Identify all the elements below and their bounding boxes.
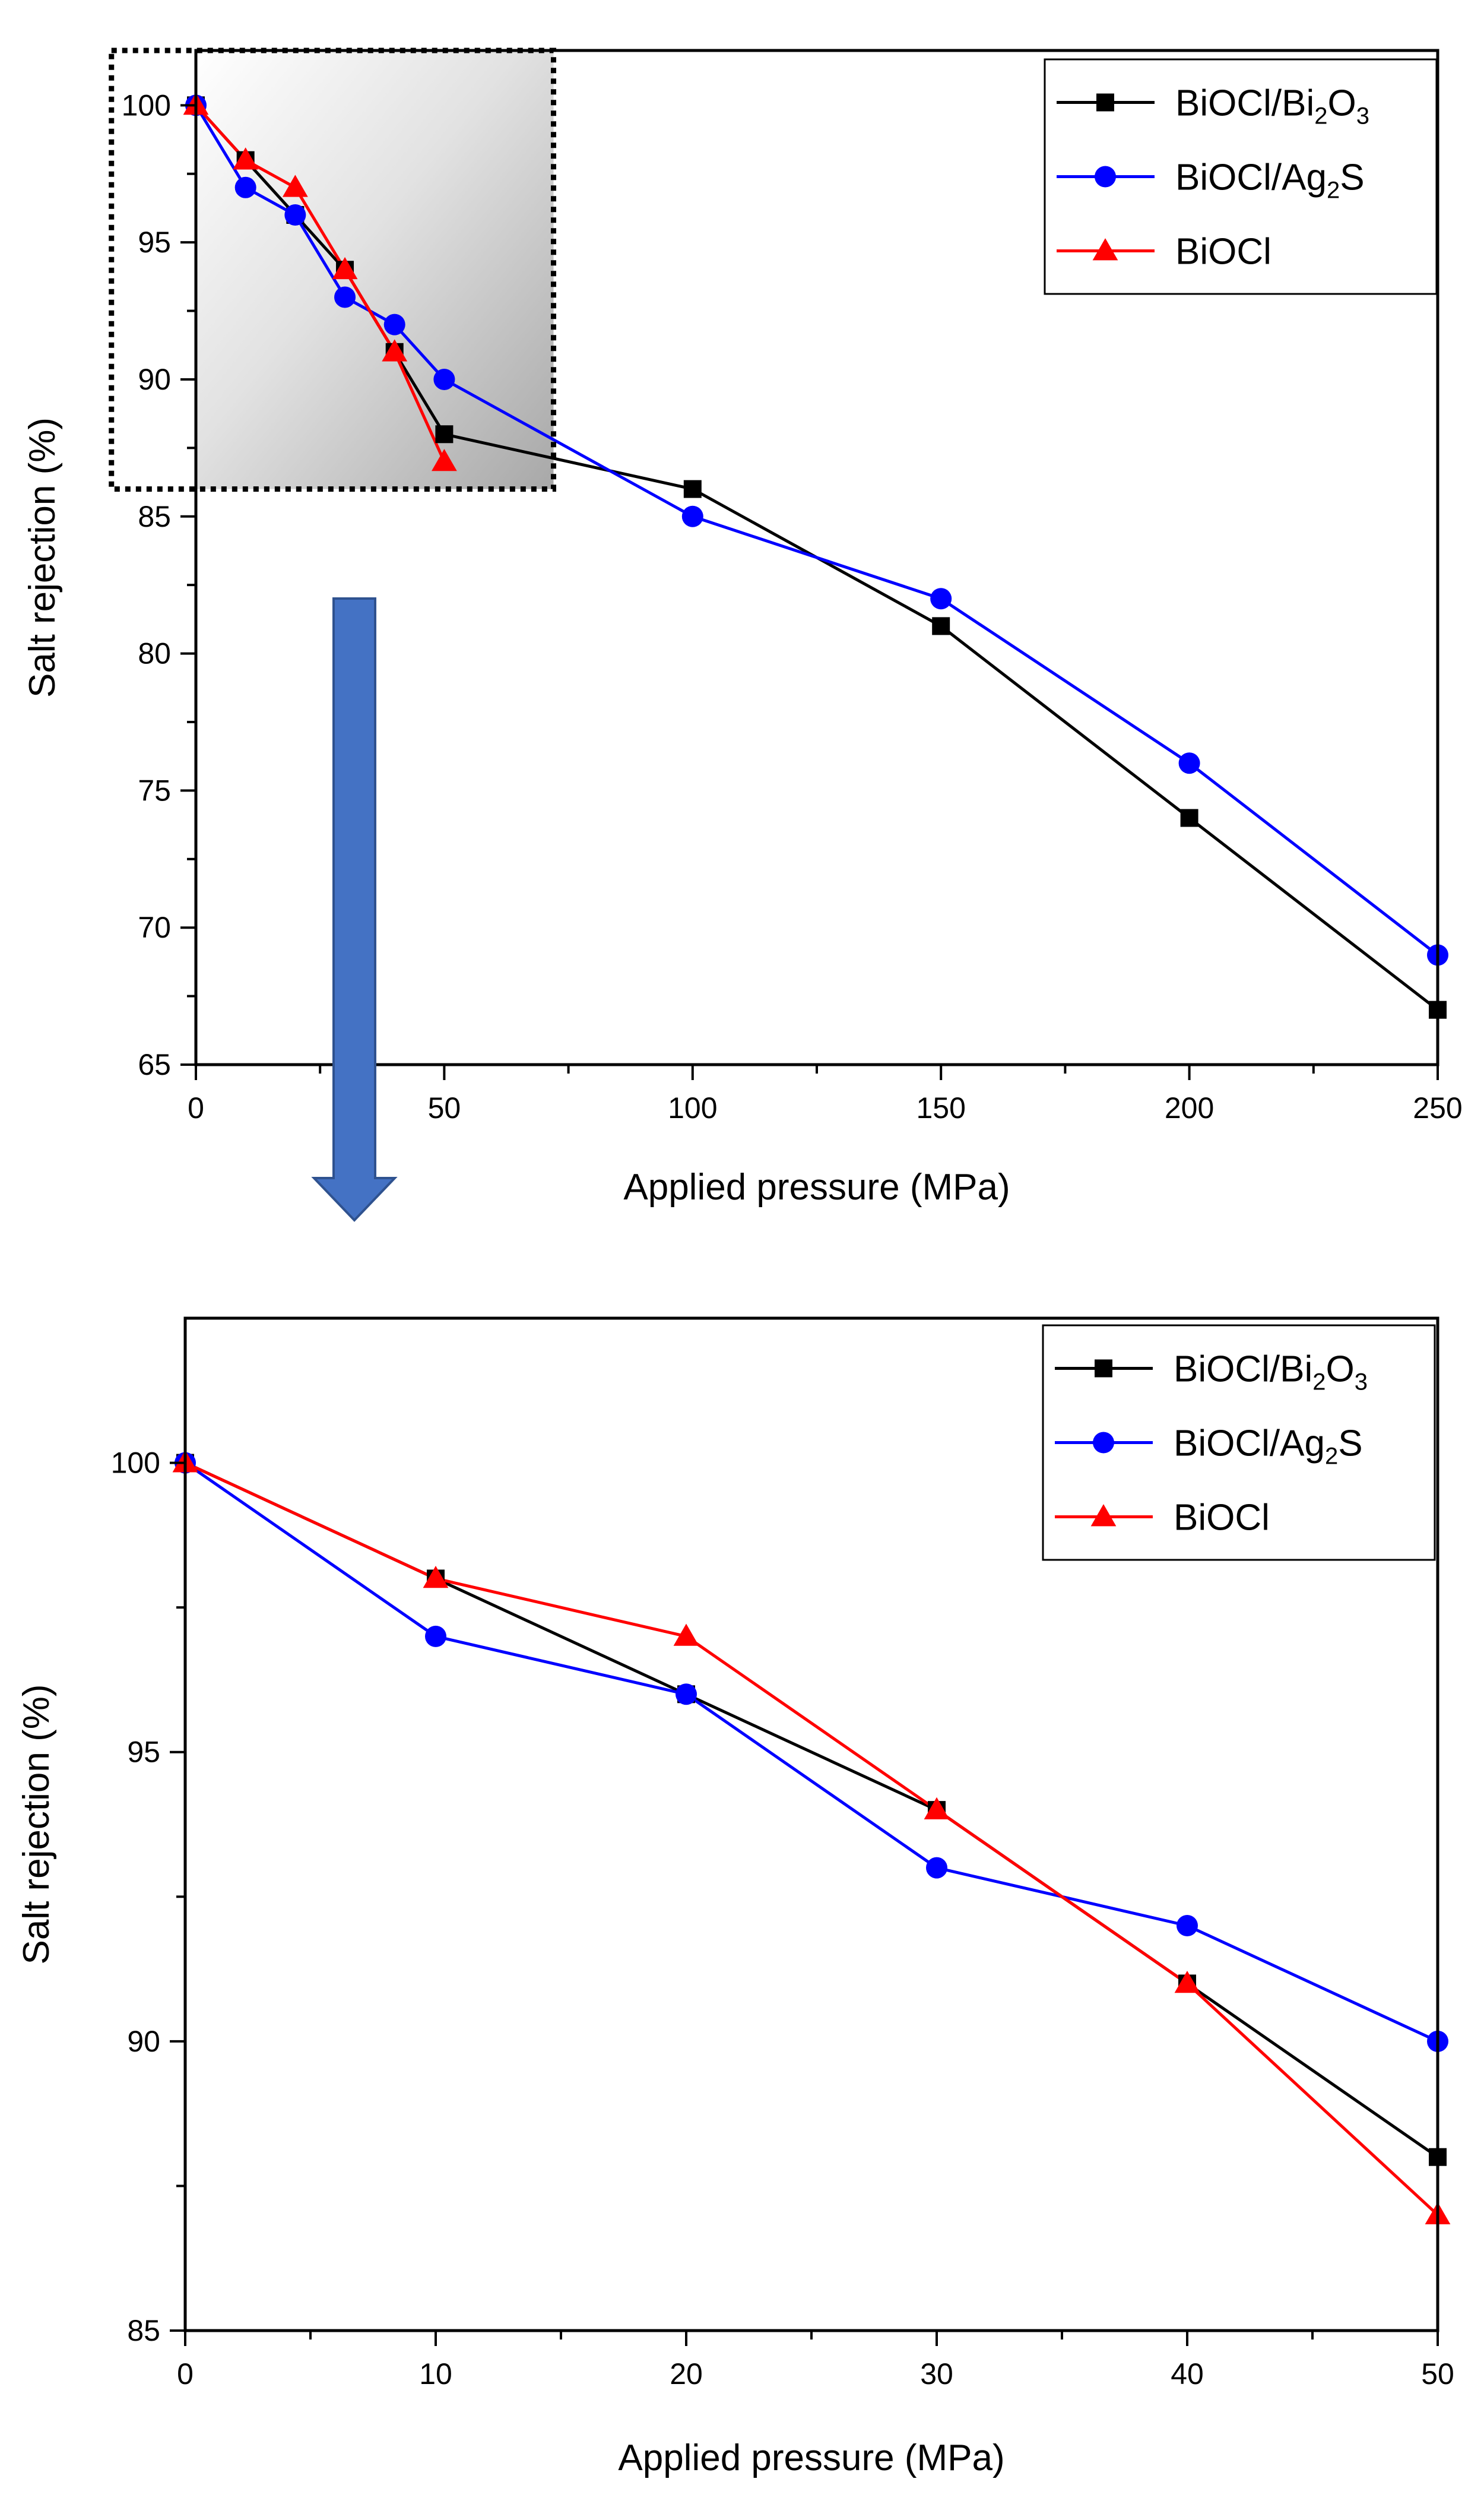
- legend-marker: [1092, 238, 1118, 261]
- chart1-y-axis-title: Salt rejection (%): [22, 417, 63, 698]
- y-tick-label: 90: [138, 363, 171, 396]
- legend-marker: [1093, 1432, 1114, 1454]
- data-point: [1178, 752, 1200, 774]
- legend-label: BiOCl: [1174, 1498, 1270, 1538]
- data-point: [1180, 809, 1198, 827]
- data-point: [676, 1683, 697, 1705]
- series-line: [184, 1461, 1439, 2216]
- data-point: [1174, 1971, 1200, 1993]
- y-tick-label: 80: [138, 637, 171, 670]
- y-tick-label: 95: [127, 1736, 160, 1769]
- chart2-legend: BiOCl/Bi2O3 BiOCl/Ag2S BiOCl: [1042, 1324, 1436, 1561]
- y-tick-label: 95: [138, 226, 171, 259]
- y-tick-label: 100: [111, 1446, 160, 1480]
- data-point: [423, 1566, 449, 1588]
- x-tick-label: 50: [1421, 2357, 1454, 2391]
- legend-label: BiOCl/Bi2O3: [1174, 1349, 1368, 1395]
- data-point: [432, 449, 457, 471]
- y-tick-label: 75: [138, 774, 171, 807]
- data-point: [681, 505, 703, 527]
- y-tick-label: 100: [122, 88, 171, 122]
- data-point: [234, 176, 256, 198]
- data-point: [382, 339, 408, 362]
- chart1-ticks: 0 50 100 150 200 250 65 70 75 80 85 90 95 100: [122, 88, 1463, 1125]
- data-point: [926, 1857, 947, 1879]
- series-line: [194, 105, 1439, 957]
- data-point: [383, 314, 405, 335]
- y-tick-label: 70: [138, 911, 171, 944]
- y-tick-label: 90: [127, 2025, 160, 2058]
- y-tick-label: 85: [127, 2314, 160, 2347]
- x-tick-label: 50: [428, 1091, 461, 1125]
- x-tick-label: 250: [1413, 1091, 1462, 1125]
- data-point: [332, 257, 358, 280]
- legend-label: BiOCl/Ag2S: [1175, 157, 1365, 204]
- data-point: [233, 147, 259, 170]
- legend-marker: [1096, 93, 1114, 112]
- zoom-region-shade: [196, 50, 554, 489]
- legend-marker: [1095, 166, 1116, 188]
- data-point: [282, 175, 308, 197]
- x-tick-label: 10: [419, 2357, 452, 2391]
- y-tick-label: 65: [138, 1048, 171, 1081]
- series-line: [195, 104, 446, 463]
- data-point: [683, 480, 702, 498]
- x-tick-label: 30: [920, 2357, 953, 2391]
- data-point: [425, 1625, 446, 1647]
- x-tick-label: 200: [1165, 1091, 1214, 1125]
- x-tick-label: 40: [1171, 2357, 1204, 2391]
- data-point: [924, 1797, 950, 1820]
- data-point: [673, 1623, 699, 1646]
- chart1-legend: BiOCl/Bi2O3 BiOCl/Ag2S BiOCl: [1044, 58, 1438, 295]
- x-tick-label: 0: [188, 1091, 204, 1125]
- chart2-ticks: 0 10 20 30 40 50 85 90 95 100: [111, 1446, 1454, 2391]
- chart2-x-axis-title: Applied pressure (MPa): [618, 2437, 1004, 2478]
- chart2-series-layer: [172, 1450, 1451, 2225]
- data-point: [1177, 1915, 1198, 1936]
- series-line: [184, 1461, 1439, 2043]
- chart-zoomed: 0 10 20 30 40 50 85 90 95 100 Applied pressure (M…: [16, 1316, 1454, 2478]
- data-point: [435, 425, 454, 444]
- x-tick-label: 100: [668, 1091, 717, 1125]
- data-point: [284, 204, 306, 226]
- y-tick-label: 85: [138, 500, 171, 533]
- data-point: [433, 368, 455, 390]
- series-line: [184, 1461, 1439, 2158]
- series-line: [195, 104, 1439, 1011]
- legend-label: BiOCl: [1175, 232, 1271, 273]
- chart1-series-layer: [183, 92, 1448, 1019]
- zoom-region-box: [109, 48, 556, 492]
- data-point: [930, 588, 952, 610]
- legend-label: BiOCl/Ag2S: [1174, 1423, 1363, 1470]
- chart1-x-axis-title: Applied pressure (MPa): [623, 1167, 1010, 1208]
- chart-overview: 0 50 100 150 200 250 65 70 75 80 85 90 95 100 Applied…: [22, 48, 1463, 1208]
- legend-label: BiOCl/Bi2O3: [1175, 83, 1369, 129]
- down-arrow-icon: [311, 597, 398, 1222]
- data-point: [932, 617, 950, 635]
- legend-marker: [1095, 1359, 1112, 1378]
- data-point: [334, 286, 356, 308]
- x-tick-label: 0: [177, 2357, 194, 2391]
- chart2-y-axis-title: Salt rejection (%): [16, 1684, 57, 1964]
- x-tick-label: 150: [916, 1091, 965, 1125]
- x-tick-label: 20: [670, 2357, 703, 2391]
- legend-marker: [1090, 1504, 1117, 1527]
